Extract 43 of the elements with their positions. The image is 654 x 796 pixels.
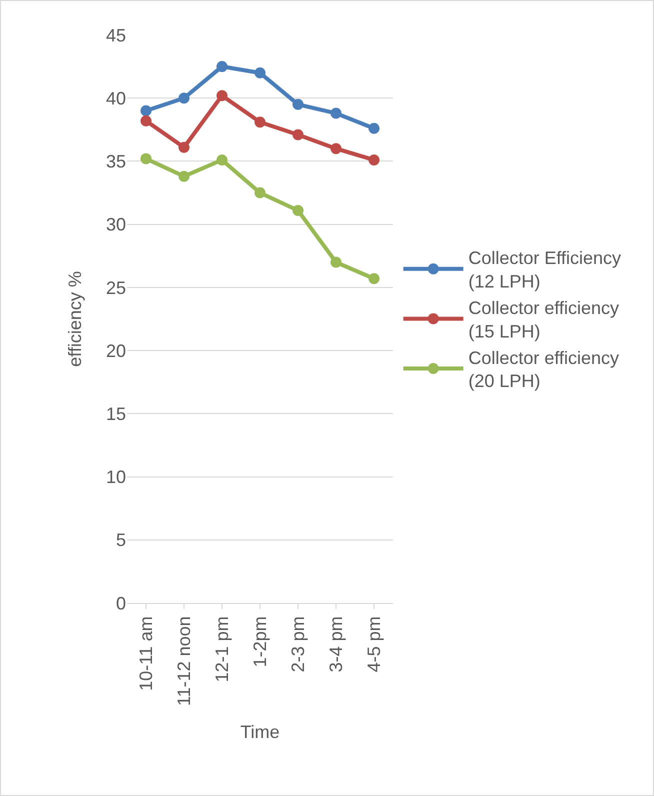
point — [330, 108, 342, 119]
x-tick-label: 4-5 pm — [364, 616, 384, 672]
point — [292, 98, 304, 110]
y-tick-label: 5 — [116, 530, 126, 550]
y-tick-label: 0 — [116, 593, 126, 614]
point — [254, 67, 266, 78]
point — [178, 92, 190, 104]
point — [368, 122, 380, 134]
point — [254, 116, 266, 128]
x-axis-title: Time — [240, 722, 280, 742]
point — [292, 204, 304, 216]
point — [140, 105, 152, 116]
point — [368, 154, 380, 166]
point — [178, 142, 190, 153]
point — [330, 143, 342, 154]
legend-label: Collector efficiency (20 LPH) — [468, 348, 620, 392]
y-tick-label: 10 — [106, 467, 126, 488]
legend-label: Collector efficiency (15 LPH) — [468, 298, 620, 342]
point — [216, 154, 228, 166]
point — [368, 273, 380, 284]
point — [216, 61, 228, 72]
y-tick-label: 20 — [106, 340, 126, 361]
x-tick-label: 2-3 pm — [288, 616, 308, 672]
y-tick-label: 45 — [106, 25, 126, 46]
y-tick-label: 30 — [106, 214, 126, 235]
y-tick-label: 15 — [106, 404, 126, 424]
x-tick-label: 3-4 pm — [326, 616, 346, 672]
point — [254, 187, 266, 198]
point — [330, 256, 342, 268]
y-tick-label: 40 — [106, 88, 126, 108]
x-tick-label: 11-12 noon — [174, 616, 194, 706]
y-axis-title: efficiency % — [65, 271, 85, 367]
point — [292, 129, 304, 140]
legend-label: Collector Efficiency (12 LPH) — [468, 248, 622, 292]
point — [178, 170, 190, 182]
point — [216, 90, 228, 102]
x-tick-label: 12-1 pm — [212, 616, 232, 682]
y-tick-label: 25 — [106, 278, 126, 298]
y-tick-label: 35 — [106, 152, 126, 172]
point — [140, 115, 152, 126]
point — [140, 153, 152, 164]
x-tick-label: 1-2pm — [250, 616, 270, 668]
x-tick-label: 10-11 am — [136, 616, 156, 691]
